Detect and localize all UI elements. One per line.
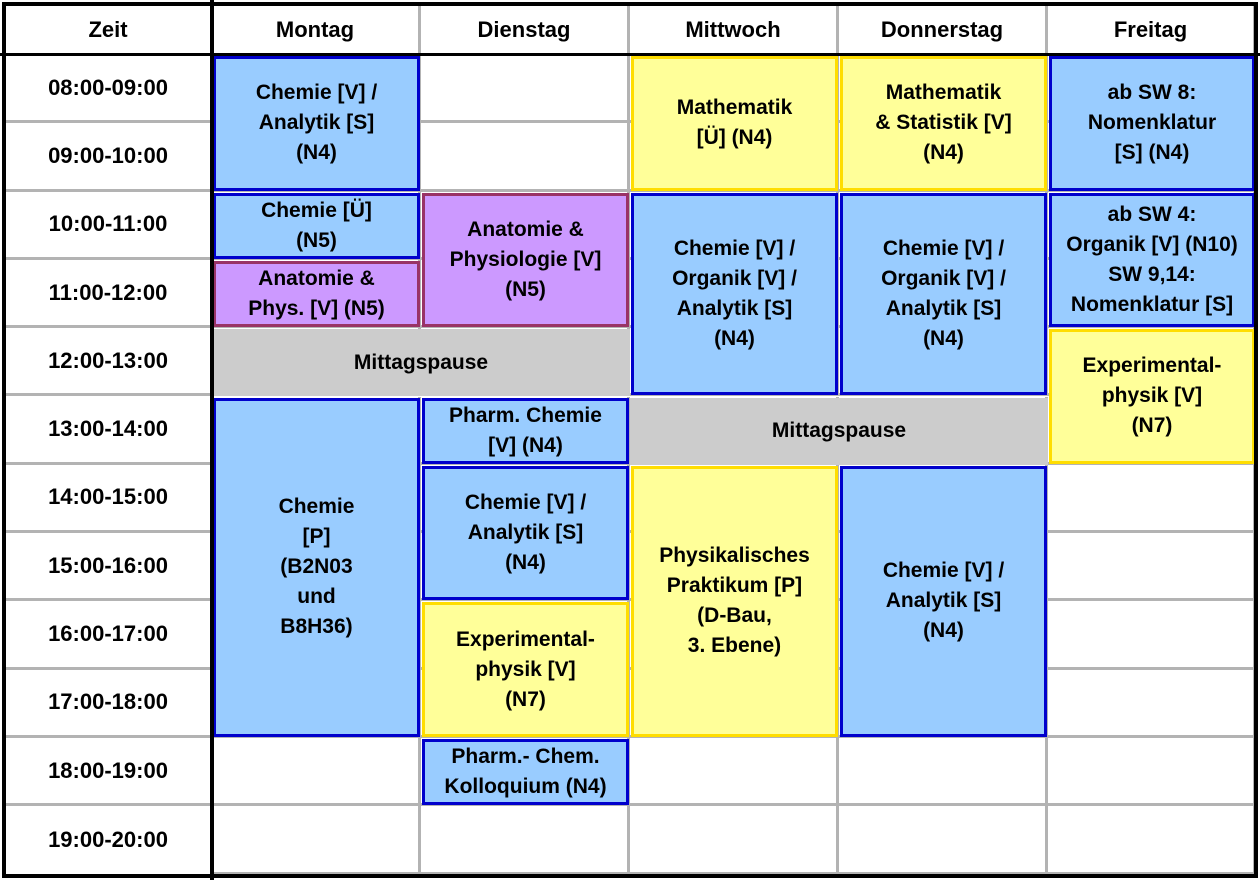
- lunch-break-block: Mittagspause: [212, 329, 630, 397]
- time-slot-label: 09:00-10:00: [4, 123, 212, 192]
- course-block[interactable]: Chemie [V] / Analytik [S] (N4): [422, 465, 629, 601]
- time-slot-label: 17:00-18:00: [4, 670, 212, 738]
- empty-slot: [1048, 601, 1256, 670]
- course-block[interactable]: Chemie [V] / Organik [V] / Analytik [S] …: [631, 192, 838, 396]
- empty-slot: [839, 806, 1048, 875]
- empty-slot: [1048, 669, 1256, 738]
- course-block[interactable]: Chemie [V] / Analytik [S] (N4): [213, 56, 420, 191]
- time-slot-label: 16:00-17:00: [4, 601, 212, 670]
- time-slot-label: 10:00-11:00: [4, 192, 212, 260]
- empty-slot: [421, 123, 630, 192]
- time-column-divider: [210, 0, 214, 880]
- course-block[interactable]: Chemie [P] (B2N03 und B8H36): [213, 397, 420, 737]
- course-block[interactable]: ab SW 8: Nomenklatur [S] (N4): [1049, 56, 1255, 191]
- empty-slot: [212, 738, 421, 807]
- time-slot-label: 12:00-13:00: [4, 328, 212, 397]
- time-slot-label: 13:00-14:00: [4, 397, 212, 465]
- column-header-freitag: Freitag: [1048, 4, 1256, 55]
- column-header-mittwoch: Mittwoch: [630, 4, 839, 55]
- empty-slot: [421, 806, 630, 875]
- time-slot-label: 11:00-12:00: [4, 260, 212, 329]
- empty-slot: [212, 806, 421, 875]
- course-block[interactable]: Chemie [V] / Organik [V] / Analytik [S] …: [840, 192, 1047, 396]
- course-block[interactable]: Anatomie & Physiologie [V] (N5): [422, 192, 629, 328]
- course-block[interactable]: Experimental- physik [V] (N7): [422, 602, 629, 737]
- course-block[interactable]: Mathematik [Ü] (N4): [631, 56, 838, 191]
- empty-slot: [1048, 806, 1256, 875]
- time-slot-label: 19:00-20:00: [48, 827, 168, 853]
- empty-slot: [421, 55, 630, 124]
- empty-slot: [1048, 738, 1256, 807]
- empty-slot: [1048, 533, 1256, 602]
- course-block[interactable]: Anatomie & Phys. [V] (N5): [213, 260, 420, 328]
- empty-slot: [1048, 464, 1256, 534]
- course-block[interactable]: Pharm.- Chem. Kolloquium (N4): [422, 739, 629, 806]
- time-slot-label: 15:00-16:00: [4, 533, 212, 602]
- course-block[interactable]: Chemie [V] / Analytik [S] (N4): [840, 465, 1047, 737]
- time-slot-label: 08:00-09:00: [4, 55, 212, 124]
- course-block[interactable]: Chemie [Ü] (N5): [213, 192, 420, 259]
- time-slot-label: 14:00-15:00: [4, 465, 212, 534]
- lunch-break-block: Mittagspause: [630, 397, 1048, 465]
- empty-slot: [630, 738, 839, 807]
- course-block[interactable]: Physikalisches Praktikum [P] (D-Bau, 3. …: [631, 465, 838, 737]
- course-block[interactable]: Pharm. Chemie [V] (N4): [422, 397, 629, 464]
- course-block[interactable]: Mathematik & Statistik [V] (N4): [840, 56, 1047, 191]
- course-block[interactable]: ab SW 4: Organik [V] (N10) SW 9,14: Nome…: [1049, 192, 1255, 328]
- time-slot-label: 18:00-19:00: [4, 738, 212, 807]
- empty-slot: [839, 738, 1048, 807]
- course-block[interactable]: Experimental- physik [V] (N7): [1049, 329, 1255, 464]
- column-header-donnerstag: Donnerstag: [839, 4, 1048, 55]
- column-header-dienstag: Dienstag: [421, 4, 630, 55]
- column-header-time: Zeit: [88, 16, 128, 42]
- header-divider: [0, 53, 1260, 56]
- empty-slot: [630, 806, 839, 875]
- column-header-montag: Montag: [212, 4, 421, 55]
